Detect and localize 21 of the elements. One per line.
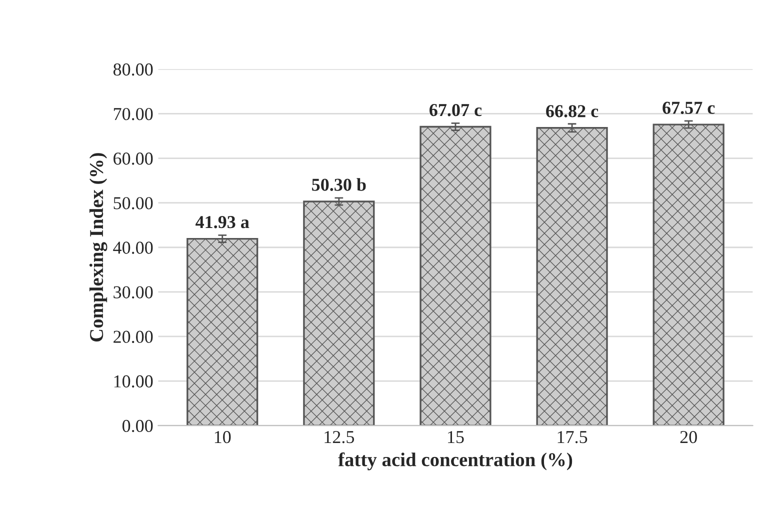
x-tick-label: 10 — [214, 430, 231, 444]
y-tick-label: 70.00 — [114, 108, 153, 120]
y-tick-label: 30.00 — [114, 286, 153, 298]
x-tick-label: 15 — [448, 431, 464, 444]
data-label: 66.82 c — [546, 105, 598, 118]
data-label: 50.30 b — [312, 178, 366, 191]
x-tick-label: 20 — [680, 430, 697, 444]
y-tick-label: 40.00 — [113, 242, 153, 254]
y-tick-label: 80.00 — [113, 63, 153, 76]
data-label: 67.07 c — [430, 104, 482, 116]
x-axis-title: fatty acid concentration (%) — [338, 452, 572, 470]
y-tick-label: 60.00 — [114, 152, 153, 165]
y-tick-label: 10.00 — [114, 375, 153, 388]
x-tick-label: 12.5 — [324, 431, 354, 444]
y-tick-label: 0.00 — [122, 420, 153, 432]
data-label: 41.93 a — [196, 216, 250, 228]
y-axis-title: Complexing Index (%) — [89, 153, 108, 342]
data-label: 67.57 c — [662, 102, 715, 114]
y-tick-label: 20.00 — [114, 330, 153, 344]
y-tick-label: 50.00 — [114, 197, 153, 210]
x-tick-label: 17.5 — [558, 431, 588, 444]
